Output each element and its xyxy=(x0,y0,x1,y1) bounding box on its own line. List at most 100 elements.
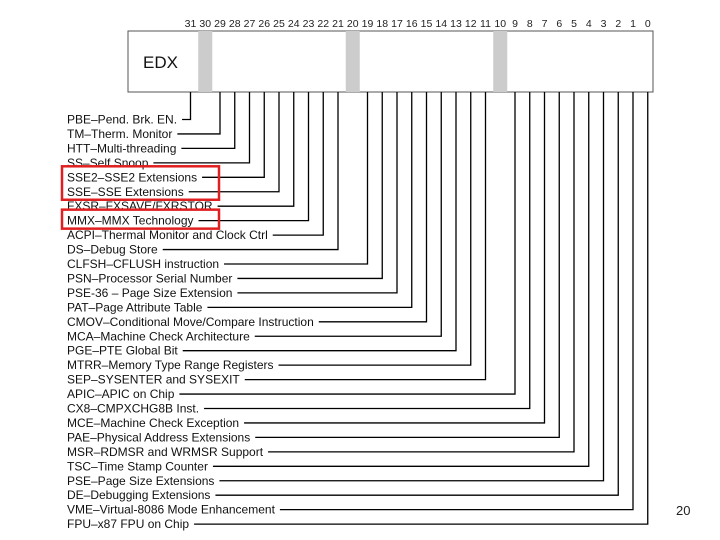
register-outline xyxy=(127,30,654,93)
leader-line-bit-6 xyxy=(255,92,560,439)
bit-number-9: 9 xyxy=(512,18,518,30)
leader-line-bit-9 xyxy=(179,92,516,395)
flag-label-bit-23: MMX–MMX Technology xyxy=(67,214,194,228)
leader-line-bit-31 xyxy=(182,92,192,121)
flag-label-bit-6: PAE–Physical Address Extensions xyxy=(67,430,250,444)
bit-number-16: 16 xyxy=(406,18,418,30)
bit-number-29: 29 xyxy=(214,18,226,30)
bit-number-22: 22 xyxy=(317,18,329,30)
flag-label-bit-12: MTRR–Memory Type Range Registers xyxy=(67,358,274,372)
leader-line-bit-3 xyxy=(219,92,605,482)
leader-line-bit-11 xyxy=(244,92,487,381)
bit-number-17: 17 xyxy=(391,18,403,30)
bit-number-3: 3 xyxy=(601,18,607,30)
register-box: EDX xyxy=(127,30,654,93)
flag-label-bit-4: TSC–Time Stamp Counter xyxy=(67,459,208,473)
flag-label-bit-27: SS–Self Snoop xyxy=(67,156,149,170)
bit-number-31: 31 xyxy=(185,18,197,30)
leader-line-bit-14 xyxy=(254,92,442,337)
flag-label-bit-3: PSE–Page Size Extensions xyxy=(67,474,214,488)
leader-line-bit-15 xyxy=(318,92,428,323)
bit-number-19: 19 xyxy=(362,18,374,30)
bit-number-23: 23 xyxy=(303,18,315,30)
leader-line-bit-16 xyxy=(207,92,413,308)
bit-number-24: 24 xyxy=(288,18,300,30)
flag-label-bit-19: CLFSH–CFLUSH instruction xyxy=(67,257,219,271)
leader-line-bit-12 xyxy=(278,92,472,366)
page-number: 20 xyxy=(676,503,691,518)
bit-number-13: 13 xyxy=(450,18,462,30)
flag-label-bit-14: MCA–Machine Check Architecture xyxy=(67,329,250,343)
flag-label-bit-24: FXSR–FXSAVE/FXRSTOR xyxy=(67,199,213,213)
leader-line-bit-8 xyxy=(204,92,531,410)
flag-label-bit-18: PSN–Processor Serial Number xyxy=(67,271,232,285)
bit-number-28: 28 xyxy=(229,18,241,30)
leader-line-bit-24 xyxy=(217,92,295,207)
bit-number-20: 20 xyxy=(347,18,359,30)
leader-line-bit-18 xyxy=(237,92,383,280)
bit-number-21: 21 xyxy=(332,18,344,30)
leader-line-bit-0 xyxy=(194,92,649,525)
bit-number-2: 2 xyxy=(615,18,621,30)
leader-line-bit-1 xyxy=(279,92,634,511)
flag-label-bit-26: SSE2–SSE2 Extensions xyxy=(67,170,197,184)
reserved-bit-30 xyxy=(198,31,213,92)
bit-number-10: 10 xyxy=(494,18,506,30)
bit-number-11: 11 xyxy=(480,18,491,30)
leader-line-bit-13 xyxy=(182,92,457,352)
leader-line-bit-4 xyxy=(212,92,590,467)
bit-number-14: 14 xyxy=(435,18,447,30)
flag-label-bit-25: SSE–SSE Extensions xyxy=(67,185,184,199)
leader-line-bit-26 xyxy=(202,92,265,178)
bit-number-1: 1 xyxy=(630,18,636,30)
leader-line-bit-19 xyxy=(224,92,369,265)
highlight-box-sse xyxy=(60,165,221,202)
flag-label-bit-8: CX8–CMPXCHG8B Inst. xyxy=(67,402,199,416)
bit-number-12: 12 xyxy=(465,18,477,30)
leader-line-bit-2 xyxy=(215,92,619,496)
bit-number-30: 30 xyxy=(199,18,211,30)
flag-label-bit-9: APIC–APIC on Chip xyxy=(67,387,175,401)
bit-number-15: 15 xyxy=(421,18,433,30)
flag-label-bit-31: PBE–Pend. Brk. EN. xyxy=(67,113,177,127)
leader-line-bit-5 xyxy=(268,92,575,453)
bit-number-18: 18 xyxy=(376,18,388,30)
flag-label-bit-21: DS–Debug Store xyxy=(67,243,158,257)
flag-label-bit-0: FPU–x87 FPU on Chip xyxy=(67,517,189,531)
bit-number-row: 31 30 29 28 27 26 25 24 23 22 21 20 19 18 17 16 15 14 13 12… xyxy=(185,18,651,30)
leader-line-bit-23 xyxy=(198,92,310,222)
leader-line-bit-27 xyxy=(153,92,251,164)
flag-label-bit-16: PAT–Page Attribute Table xyxy=(67,300,203,314)
leader-line-bit-21 xyxy=(162,92,339,251)
flag-label-bit-17: PSE-36 – Page Size Extension xyxy=(67,286,232,300)
highlight-box-mmx xyxy=(60,208,221,230)
bit-number-4: 4 xyxy=(586,18,592,30)
leader-lines xyxy=(153,92,649,525)
flag-label-bit-2: DE–Debugging Extensions xyxy=(67,488,210,502)
bit-number-5: 5 xyxy=(571,18,577,30)
bit-number-8: 8 xyxy=(527,18,533,30)
flag-label-bit-28: HTT–Multi-threading xyxy=(67,141,176,155)
bit-number-0: 0 xyxy=(645,18,651,30)
flag-labels: PBE–Pend. Brk. EN.TM–Therm. MonitorHTT–M… xyxy=(67,113,314,532)
flag-label-bit-11: SEP–SYSENTER and SYSEXIT xyxy=(67,373,240,387)
highlight-boxes xyxy=(60,165,221,230)
bit-cells xyxy=(198,31,508,92)
bit-number-7: 7 xyxy=(542,18,548,30)
flag-label-bit-1: VME–Virtual-8086 Mode Enhancement xyxy=(67,503,276,517)
bit-number-25: 25 xyxy=(273,18,285,30)
bit-number-26: 26 xyxy=(258,18,270,30)
leader-line-bit-29 xyxy=(177,92,221,135)
flag-label-bit-22: ACPI–Thermal Monitor and Clock Ctrl xyxy=(67,228,268,242)
leader-line-bit-17 xyxy=(237,92,398,294)
flag-label-bit-7: MCE–Machine Check Exception xyxy=(67,416,239,430)
flag-label-bit-5: MSR–RDMSR and WRMSR Support xyxy=(67,445,264,459)
register-label: EDX xyxy=(143,53,178,72)
leader-line-bit-7 xyxy=(244,92,546,424)
reserved-bit-20 xyxy=(345,31,360,92)
leader-line-bit-22 xyxy=(272,92,324,236)
flag-label-bit-15: CMOV–Conditional Move/Compare Instructio… xyxy=(67,315,314,329)
bit-number-6: 6 xyxy=(556,18,562,30)
reserved-bit-10 xyxy=(493,31,508,92)
